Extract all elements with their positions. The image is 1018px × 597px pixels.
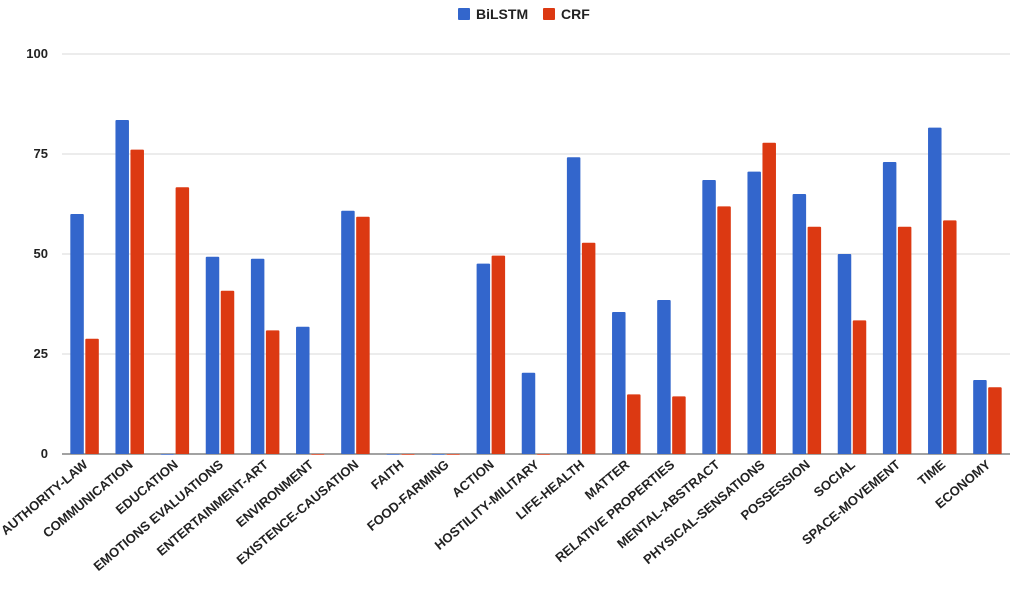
x-tick-label: ENVIRONMENT [233, 457, 316, 530]
bar-bilstm-15 [747, 171, 761, 454]
bar-crf-7 [401, 454, 415, 455]
bar-bilstm-1 [115, 120, 129, 454]
bar-crf-15 [762, 142, 776, 455]
gridlines [62, 53, 1010, 455]
x-tick-label: FOOD-FARMING [364, 457, 452, 534]
legend: BiLSTM CRF [458, 6, 590, 22]
y-tick-label: 25 [34, 346, 48, 361]
x-axis-labels: AUTHORITY-LAWCOMMUNICATIONEDUCATIONEMOTI… [0, 456, 994, 574]
bar-crf-13 [672, 396, 686, 454]
x-tick-label: TIME [915, 457, 949, 489]
bar-bilstm-4 [250, 258, 265, 454]
bar-crf-17 [852, 320, 867, 454]
bar-bilstm-5 [296, 326, 310, 454]
bar-bilstm-20 [973, 380, 987, 454]
legend-label-bilstm: BiLSTM [476, 6, 528, 22]
y-tick-label: 0 [41, 446, 48, 461]
bar-bilstm-16 [792, 194, 807, 454]
bar-bilstm-7 [386, 454, 400, 455]
bar-crf-3 [220, 290, 235, 454]
legend-label-crf: CRF [561, 6, 590, 22]
bar-crf-19 [943, 220, 957, 454]
y-tick-label: 50 [34, 246, 48, 261]
bar-crf-20 [988, 387, 1002, 454]
bar-bilstm-0 [70, 214, 84, 454]
bar-crf-0 [85, 338, 99, 454]
y-tick-label: 75 [34, 146, 48, 161]
bar-bilstm-6 [341, 210, 355, 454]
bars [70, 120, 1002, 455]
bar-bilstm-10 [521, 372, 536, 454]
bar-crf-5 [311, 454, 325, 455]
bar-crf-6 [356, 216, 370, 454]
bar-crf-10 [536, 454, 551, 455]
legend-swatch-bilstm [458, 8, 470, 20]
bar-bilstm-12 [612, 312, 626, 454]
bar-bilstm-17 [837, 254, 852, 454]
legend-swatch-crf [543, 8, 555, 20]
bar-crf-14 [717, 206, 731, 454]
bar-bilstm-19 [928, 127, 942, 454]
bar-bilstm-3 [205, 256, 220, 454]
bar-bilstm-18 [882, 162, 897, 454]
bar-crf-8 [446, 454, 460, 455]
y-axis-labels: 0 25 50 75 100 [26, 46, 48, 461]
bar-crf-4 [265, 330, 280, 454]
bar-crf-12 [627, 394, 641, 454]
bar-bilstm-2 [160, 454, 175, 455]
bar-bilstm-9 [476, 263, 491, 454]
bar-crf-1 [130, 149, 144, 454]
bar-crf-18 [897, 226, 912, 454]
bar-crf-2 [175, 187, 190, 454]
bar-bilstm-8 [431, 454, 445, 455]
bar-crf-9 [491, 255, 506, 454]
bar-bilstm-14 [702, 180, 716, 454]
y-tick-label: 100 [26, 46, 48, 61]
bar-bilstm-11 [566, 157, 581, 454]
bar-bilstm-13 [657, 300, 671, 454]
bar-crf-11 [581, 242, 596, 454]
bar-crf-16 [807, 226, 822, 454]
x-tick-label: FAITH [368, 457, 406, 493]
